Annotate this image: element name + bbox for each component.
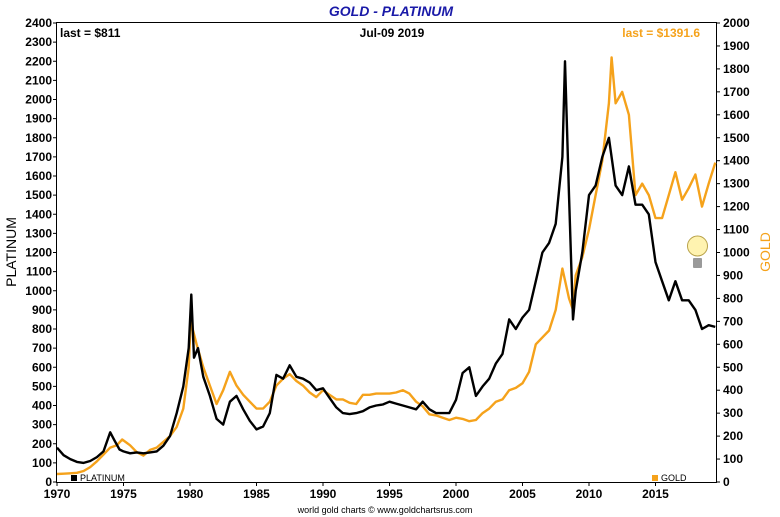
right-tick-label: 2000 xyxy=(723,16,750,30)
right-tick-label: 1800 xyxy=(723,62,750,76)
gold-series-line xyxy=(56,56,717,476)
right-tick-label: 1000 xyxy=(723,246,750,260)
credit-text: world gold charts © www.goldchartsrus.co… xyxy=(297,505,473,515)
left-tick-label: 400 xyxy=(32,399,52,413)
left-tick-label: 900 xyxy=(32,303,52,317)
left-tick-label: 1000 xyxy=(25,284,52,298)
right-tick-label: 900 xyxy=(723,268,743,282)
right-tick-label: 200 xyxy=(723,429,743,443)
right-tick-label: 1100 xyxy=(723,223,749,237)
left-tick-label: 800 xyxy=(32,322,52,336)
x-tick-label: 1980 xyxy=(177,487,204,501)
x-tick-label: 2010 xyxy=(576,487,603,501)
right-tick-label: 1300 xyxy=(723,177,750,191)
legend-gold-swatch xyxy=(652,475,658,481)
left-tick-label: 1800 xyxy=(25,131,52,145)
left-tick-label: 2100 xyxy=(25,73,52,87)
left-axis-label: PLATINUM xyxy=(3,217,19,287)
left-tick-label: 2300 xyxy=(25,35,52,49)
right-tick-label: 800 xyxy=(723,291,743,305)
left-tick-label: 1200 xyxy=(25,246,52,260)
plot-frame xyxy=(56,22,717,483)
left-tick-label: 1400 xyxy=(25,207,52,221)
platinum-series-line xyxy=(56,60,716,465)
right-tick-label: 300 xyxy=(723,406,743,420)
right-tick-label: 1400 xyxy=(723,154,750,168)
axes-layer: 0100200300400500600700800900100011001200… xyxy=(25,16,750,501)
date-label: Jul-09 2019 xyxy=(360,26,425,40)
left-tick-label: 2000 xyxy=(25,93,52,107)
left-tick-label: 2200 xyxy=(25,54,52,68)
last-gold-label: last = $1391.6 xyxy=(622,26,700,40)
right-tick-label: 1500 xyxy=(723,131,750,145)
chart-title: GOLD - PLATINUM xyxy=(329,3,454,19)
left-tick-label: 0 xyxy=(45,475,52,489)
right-tick-label: 100 xyxy=(723,452,743,466)
left-tick-label: 300 xyxy=(32,418,52,432)
left-tick-label: 100 xyxy=(32,456,52,470)
lightbulb-icon xyxy=(693,258,702,268)
left-tick-label: 1900 xyxy=(25,112,52,126)
series-layer xyxy=(56,56,717,476)
x-tick-label: 2000 xyxy=(443,487,470,501)
left-tick-label: 700 xyxy=(32,341,52,355)
x-tick-label: 1995 xyxy=(376,487,403,501)
lightbulb-glass xyxy=(687,235,708,257)
right-axis-label: GOLD xyxy=(757,232,773,272)
right-tick-label: 600 xyxy=(723,337,743,351)
left-tick-label: 600 xyxy=(32,360,52,374)
x-tick-label: 1975 xyxy=(110,487,137,501)
right-tick-label: 1700 xyxy=(723,85,750,99)
right-tick-label: 1600 xyxy=(723,108,750,122)
right-tick-label: 700 xyxy=(723,314,743,328)
last-platinum-label: last = $811 xyxy=(60,26,121,40)
left-tick-label: 1700 xyxy=(25,150,52,164)
right-tick-label: 500 xyxy=(723,360,743,374)
legend-platinum-label: PLATINUM xyxy=(80,473,125,483)
left-tick-label: 1300 xyxy=(25,226,52,240)
x-tick-label: 1970 xyxy=(44,487,71,501)
x-tick-label: 1985 xyxy=(243,487,270,501)
x-tick-label: 2005 xyxy=(509,487,536,501)
right-tick-label: 0 xyxy=(723,475,730,489)
left-tick-label: 200 xyxy=(32,437,52,451)
x-tick-label: 1990 xyxy=(310,487,337,501)
left-tick-label: 1100 xyxy=(26,265,52,279)
left-tick-label: 500 xyxy=(32,379,52,393)
x-tick-label: 2015 xyxy=(642,487,669,501)
right-tick-label: 1900 xyxy=(723,39,750,53)
legend-platinum-swatch xyxy=(71,475,77,481)
legend-gold-label: GOLD xyxy=(661,473,687,483)
right-tick-label: 400 xyxy=(723,383,743,397)
right-tick-label: 1200 xyxy=(723,200,750,214)
left-tick-label: 1600 xyxy=(25,169,52,183)
left-tick-label: 1500 xyxy=(25,188,52,202)
left-tick-label: 2400 xyxy=(25,16,52,30)
